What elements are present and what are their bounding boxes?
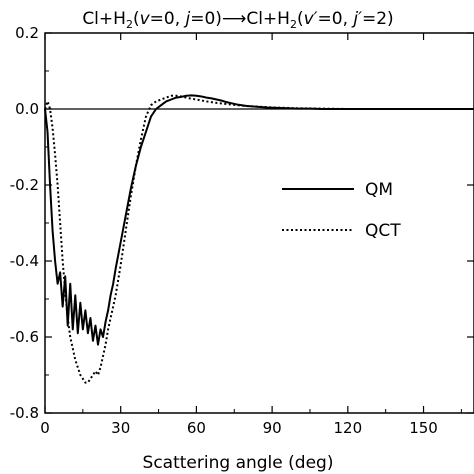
legend-label-qct: QCT: [365, 221, 401, 241]
x-tick-label: 120: [334, 419, 363, 437]
y-tick-label: -0.8: [10, 404, 39, 422]
x-tick-label: 30: [111, 419, 130, 437]
y-tick-label: 0.2: [15, 24, 39, 42]
y-tick-label: -0.4: [10, 252, 39, 270]
x-axis-label: Scattering angle (deg): [143, 453, 334, 473]
y-tick-label: 0.0: [15, 100, 39, 118]
series-line-qm: [44, 94, 474, 346]
y-tick-label: -0.2: [10, 176, 39, 194]
series-line-qct: [44, 94, 474, 384]
x-tick-label: 90: [263, 419, 282, 437]
x-tick-label: 0: [40, 419, 50, 437]
y-tick-label: -0.6: [10, 328, 39, 346]
x-tick-label: 150: [409, 419, 438, 437]
chart-title: Cl+H2(v=0, j=0)⟶Cl+H2(v′=0, j′=2): [82, 9, 393, 31]
legend: QM QCT: [282, 180, 401, 241]
legend-label-qm: QM: [365, 180, 393, 200]
axis-ticks: 0 30 60 90 120 150 0.2 0.0 -0.2 -0.4 -0.6 -0.8: [10, 24, 474, 437]
series-group: [44, 94, 474, 384]
x-tick-label: 60: [187, 419, 206, 437]
plot-frame: [44, 32, 474, 414]
